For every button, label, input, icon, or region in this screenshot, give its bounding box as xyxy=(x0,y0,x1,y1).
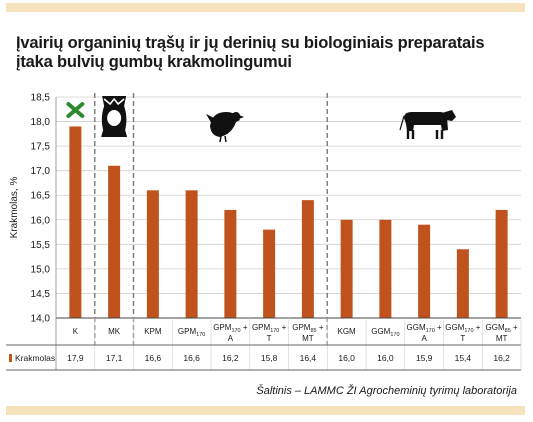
chart-title-line2: įtaka bulvių gumbų krakmolingumui xyxy=(16,53,292,71)
bar xyxy=(418,224,431,318)
bar xyxy=(185,190,198,318)
data-value-label: 17,9 xyxy=(67,353,84,363)
bottom-accent-band xyxy=(6,406,525,415)
source-note: Šaltinis – LAMMC ŽI Agrocheminių tyrimų … xyxy=(256,385,517,397)
bar xyxy=(224,209,237,318)
x-tick-label: K xyxy=(73,327,79,336)
x-tick-label: GPM85 + xyxy=(292,323,324,334)
bar xyxy=(108,165,121,318)
x-tick-label-line2: A xyxy=(421,334,427,343)
y-tick-label: 14,5 xyxy=(31,289,51,300)
y-tick-label: 15,0 xyxy=(31,264,51,275)
series-legend-swatch xyxy=(9,354,12,362)
data-value-label: 16,2 xyxy=(222,353,239,363)
bar xyxy=(69,126,82,318)
data-value-label: 17,1 xyxy=(106,353,123,363)
x-tick-label: KGM xyxy=(338,327,357,336)
chart-title: Įvairių organinių trąšų ir jų derinių su… xyxy=(16,34,516,72)
data-value-label: 16,0 xyxy=(338,353,355,363)
x-tick-label: MK xyxy=(108,327,121,336)
bar xyxy=(301,200,314,318)
x-tick-label: GPM170 + xyxy=(252,323,287,334)
bar xyxy=(146,190,159,318)
data-value-label: 15,4 xyxy=(455,353,472,363)
chart-title-line1: Įvairių organinių trąšų ir jų derinių su… xyxy=(16,34,485,52)
y-tick-label: 17,0 xyxy=(31,166,51,177)
x-tick-label-line2: A xyxy=(228,334,234,343)
x-tick-label-line2: T xyxy=(460,334,465,343)
x-tick-label: GPM170 xyxy=(178,327,205,338)
bar xyxy=(456,249,469,318)
x-mark-icon xyxy=(66,102,85,118)
y-tick-label: 15,5 xyxy=(31,240,51,251)
top-accent-band xyxy=(6,3,525,12)
y-tick-label: 17,5 xyxy=(31,142,51,153)
bar xyxy=(263,229,276,318)
data-value-label: 15,9 xyxy=(416,353,433,363)
data-value-label: 16,6 xyxy=(145,353,162,363)
y-tick-label: 16,5 xyxy=(31,191,51,202)
data-value-label: 16,6 xyxy=(183,353,200,363)
data-value-label: 16,0 xyxy=(377,353,394,363)
data-value-label: 15,8 xyxy=(261,353,278,363)
y-tick-label: 16,0 xyxy=(31,215,51,226)
bar xyxy=(379,219,392,318)
bar xyxy=(495,209,508,318)
bar xyxy=(340,219,353,318)
x-tick-label-line2: T xyxy=(267,334,272,343)
x-tick-label: GGM170 + xyxy=(407,323,443,334)
x-tick-label: GGM170 + xyxy=(445,323,481,334)
data-value-label: 16,2 xyxy=(493,353,510,363)
x-tick-label: GGM170 xyxy=(371,327,399,338)
y-tick-label: 18,0 xyxy=(31,117,51,128)
series-row-label: Krakmolas xyxy=(15,353,55,363)
x-tick-label: GGM85 + xyxy=(486,323,518,334)
data-value-label: 16,4 xyxy=(300,353,317,363)
x-tick-label: KPM xyxy=(144,327,162,336)
chicken-icon xyxy=(206,112,244,143)
bag-icon xyxy=(101,96,128,137)
y-axis-title: Krakmolas, % xyxy=(9,177,20,239)
cow-icon xyxy=(399,110,456,139)
x-tick-label-line2: MT xyxy=(302,334,314,343)
x-tick-label-line2: MT xyxy=(496,334,508,343)
y-tick-label: 18,5 xyxy=(31,93,51,104)
x-tick-label: GPM170 + xyxy=(213,323,248,334)
y-tick-label: 14,0 xyxy=(31,314,51,325)
